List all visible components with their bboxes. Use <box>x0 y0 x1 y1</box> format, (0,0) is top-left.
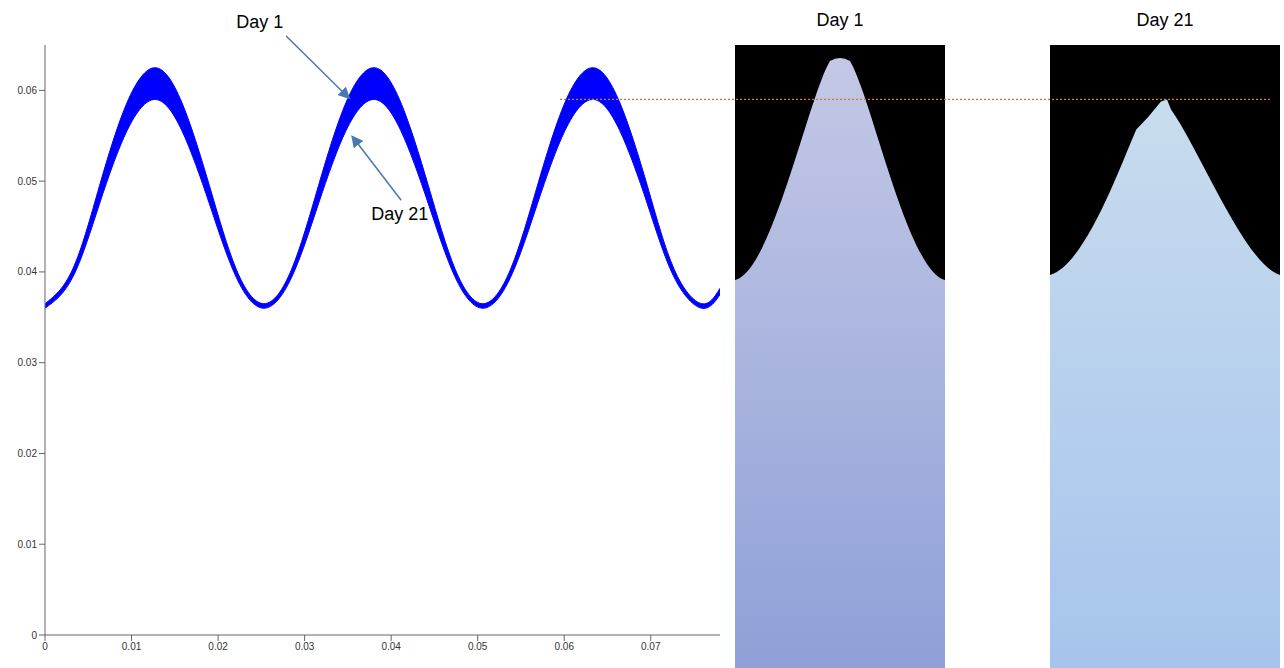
svg-text:0.01: 0.01 <box>122 641 142 652</box>
html-text:Day 1: Day 1 <box>816 10 864 30</box>
svg-text:Day 1: Day 1 <box>236 12 283 32</box>
svg-text:0: 0 <box>42 641 48 652</box>
svg-text:0.04: 0.04 <box>18 266 38 277</box>
svg-text:0.05: 0.05 <box>468 641 488 652</box>
svg-text:0.06: 0.06 <box>554 641 574 652</box>
svg-text:Day 21: Day 21 <box>371 204 428 224</box>
svg-text:0: 0 <box>31 630 37 641</box>
svg-text:0.04: 0.04 <box>381 641 401 652</box>
svg-text:0.07: 0.07 <box>641 641 661 652</box>
svg-text:0.03: 0.03 <box>295 641 315 652</box>
html-text:Day 21: Day 21 <box>1136 10 1194 30</box>
svg-text:0.02: 0.02 <box>18 448 38 459</box>
svg-text:0.01: 0.01 <box>18 539 38 550</box>
svg-text:0.05: 0.05 <box>18 176 38 187</box>
svg-text:0.03: 0.03 <box>18 357 38 368</box>
svg-text:0.02: 0.02 <box>208 641 228 652</box>
svg-text:0.06: 0.06 <box>18 85 38 96</box>
